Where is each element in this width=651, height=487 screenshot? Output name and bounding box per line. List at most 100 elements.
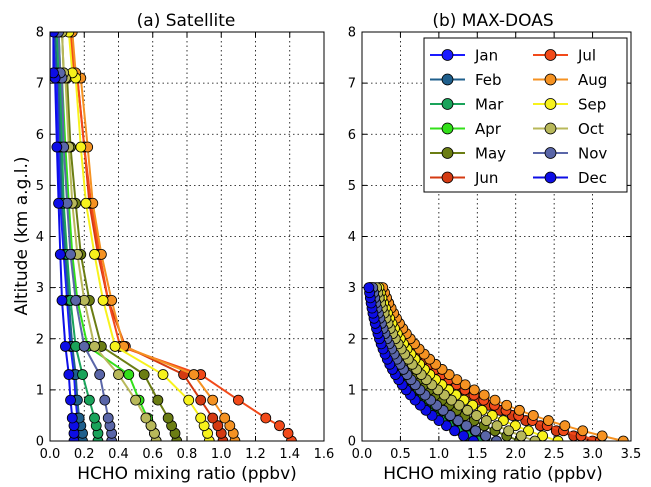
panel-b-ytick-label: 3: [348, 281, 356, 296]
legend-marker-jul: [544, 49, 557, 61]
panel-b-xtick-label: 1.5: [467, 447, 488, 462]
panel-b-point-dec: [363, 282, 375, 294]
panel-a-point-dec: [65, 394, 76, 406]
panel-b-ytick-label: 4: [348, 230, 356, 245]
panel-a-point-dec: [63, 369, 75, 380]
panel-a-point-sep: [89, 248, 100, 260]
panel-b-point-aug: [559, 420, 571, 432]
panel-b-point-nov: [461, 420, 472, 432]
panel-a-point-may: [152, 394, 164, 406]
panel-a-xtick-label: 0.6: [142, 447, 163, 462]
panel-a-point-aug: [188, 369, 200, 380]
panel-b-point-aug: [514, 404, 525, 416]
panel-a-title: (a) Satellite: [137, 11, 236, 31]
panel-a-point-apr: [123, 369, 135, 380]
panel-a-xlabel: HCHO mixing ratio (ppbv): [77, 464, 297, 483]
panel-b-point-oct: [453, 399, 465, 411]
panel-a-plot: 0.0 0.2 0.4 0.6 0.8 1.0 1.2 1.4 1.6 0 1 2 3 4 5 6 7 8: [36, 26, 335, 463]
panel-a-point-oct: [140, 412, 152, 424]
panel-a-xtick-label: 0.4: [108, 447, 129, 462]
legend-label-may: May: [475, 145, 506, 163]
legend-marker-sep: [544, 98, 557, 110]
panel-a-point-aug: [207, 394, 219, 406]
panel-b-point-aug: [468, 384, 480, 396]
panel-a-xtick-label: 0.2: [74, 447, 95, 462]
legend-marker-jan: [441, 49, 454, 61]
panel-b-frame: [361, 31, 632, 442]
panel-a-point-oct: [130, 394, 142, 406]
legend-label-jun: Jun: [474, 169, 498, 187]
panel-a-ytick-label: 4: [36, 230, 44, 245]
legend-label-nov: Nov: [578, 145, 607, 163]
panel-b-point-dec: [458, 430, 469, 441]
panel-a-point-nov: [94, 369, 106, 380]
panel-a-point-mar: [89, 412, 100, 424]
legend-marker-oct: [544, 122, 557, 135]
panel-b-xtick-label: 2.5: [544, 447, 565, 462]
legend-label-jan: Jan: [474, 47, 498, 65]
panel-a-point-aug: [219, 412, 231, 424]
panel-b-point-aug: [596, 430, 608, 441]
panel-b-xtick-label: 3.5: [621, 447, 642, 462]
panel-a-point-oct: [113, 369, 124, 380]
panel-b-point-oct: [491, 420, 503, 432]
panel-a-point-mar: [77, 369, 88, 380]
legend-marker-dec: [544, 171, 557, 184]
panel-a-point-dec: [60, 341, 71, 352]
legend-label-oct: Oct: [578, 120, 604, 138]
panel-a-point-dec: [51, 141, 63, 153]
panel-a-xtick-label: 1.2: [245, 447, 266, 462]
panel-b-point-nov: [491, 435, 502, 441]
panel-a-point-jul: [282, 427, 294, 439]
panel-a-point-aug: [224, 420, 236, 432]
panel-a-ytick-label: 3: [36, 281, 44, 296]
panel-a-point-dec: [56, 295, 68, 306]
panel-b-point-dec: [449, 425, 460, 437]
panel-a-ylabel: Altitude (km a.g.l.): [12, 156, 32, 315]
legend-marker-mar: [441, 98, 454, 110]
panel-a-point-may: [138, 369, 150, 380]
legend-frame: [423, 37, 628, 193]
panel-b-point-dec: [440, 420, 452, 432]
panel-a-point-dec: [53, 197, 64, 209]
panel-a-point-nov: [99, 394, 111, 406]
panel-b-ytick-label: 0: [348, 435, 356, 450]
panel-a-ytick-label: 0: [36, 435, 44, 450]
panel-a-ytick-label: 8: [36, 26, 44, 41]
panel-a-ytick-label: 1: [36, 383, 44, 398]
panel-b-ytick-label: 8: [348, 26, 356, 41]
panel-b-point-aug: [617, 435, 629, 441]
panel-a-point-nov: [78, 341, 90, 352]
legend-marker-aug: [544, 73, 557, 86]
legend-label-feb: Feb: [475, 71, 502, 89]
panel-b-point-aug: [543, 415, 554, 426]
panel-b-ytick-label: 6: [348, 128, 356, 143]
legend-label-apr: Apr: [475, 120, 502, 138]
legend-label-dec: Dec: [578, 169, 607, 187]
panel-b-point-oct: [515, 430, 527, 441]
panel-a-point-jul: [274, 420, 285, 432]
legend-label-aug: Aug: [578, 71, 607, 89]
panel-a-point-dec: [50, 32, 59, 38]
panel-a-point-nov: [65, 248, 76, 260]
panel-a-point-sep: [157, 369, 169, 380]
panel-b-point-aug: [451, 374, 463, 386]
panel-b-point-oct: [471, 410, 482, 421]
panel-a-point-dec: [54, 248, 66, 260]
panel-b-point-aug: [501, 399, 513, 411]
panel-b-point-aug: [459, 379, 471, 391]
panel-b-ytick-label: 7: [348, 77, 356, 92]
panel-a-xtick-label: 0.8: [177, 447, 198, 462]
panel-b-ytick-label: 1: [348, 383, 356, 398]
panel-a-point-dec: [66, 412, 78, 424]
panel-b-title: (b) MAX-DOAS: [432, 11, 553, 31]
panel-b-point-oct: [480, 415, 492, 426]
panel-a-point-jun: [195, 394, 207, 406]
panel-a-point-oct: [89, 341, 100, 352]
panel-a-xtick-label: 0.0: [40, 447, 61, 462]
panel-b-ytick-label: 5: [348, 179, 356, 194]
panel-a-point-sep: [97, 295, 109, 306]
panel-b-point-nov: [470, 425, 482, 437]
panel-a-xtick-label: 1.6: [314, 447, 335, 462]
